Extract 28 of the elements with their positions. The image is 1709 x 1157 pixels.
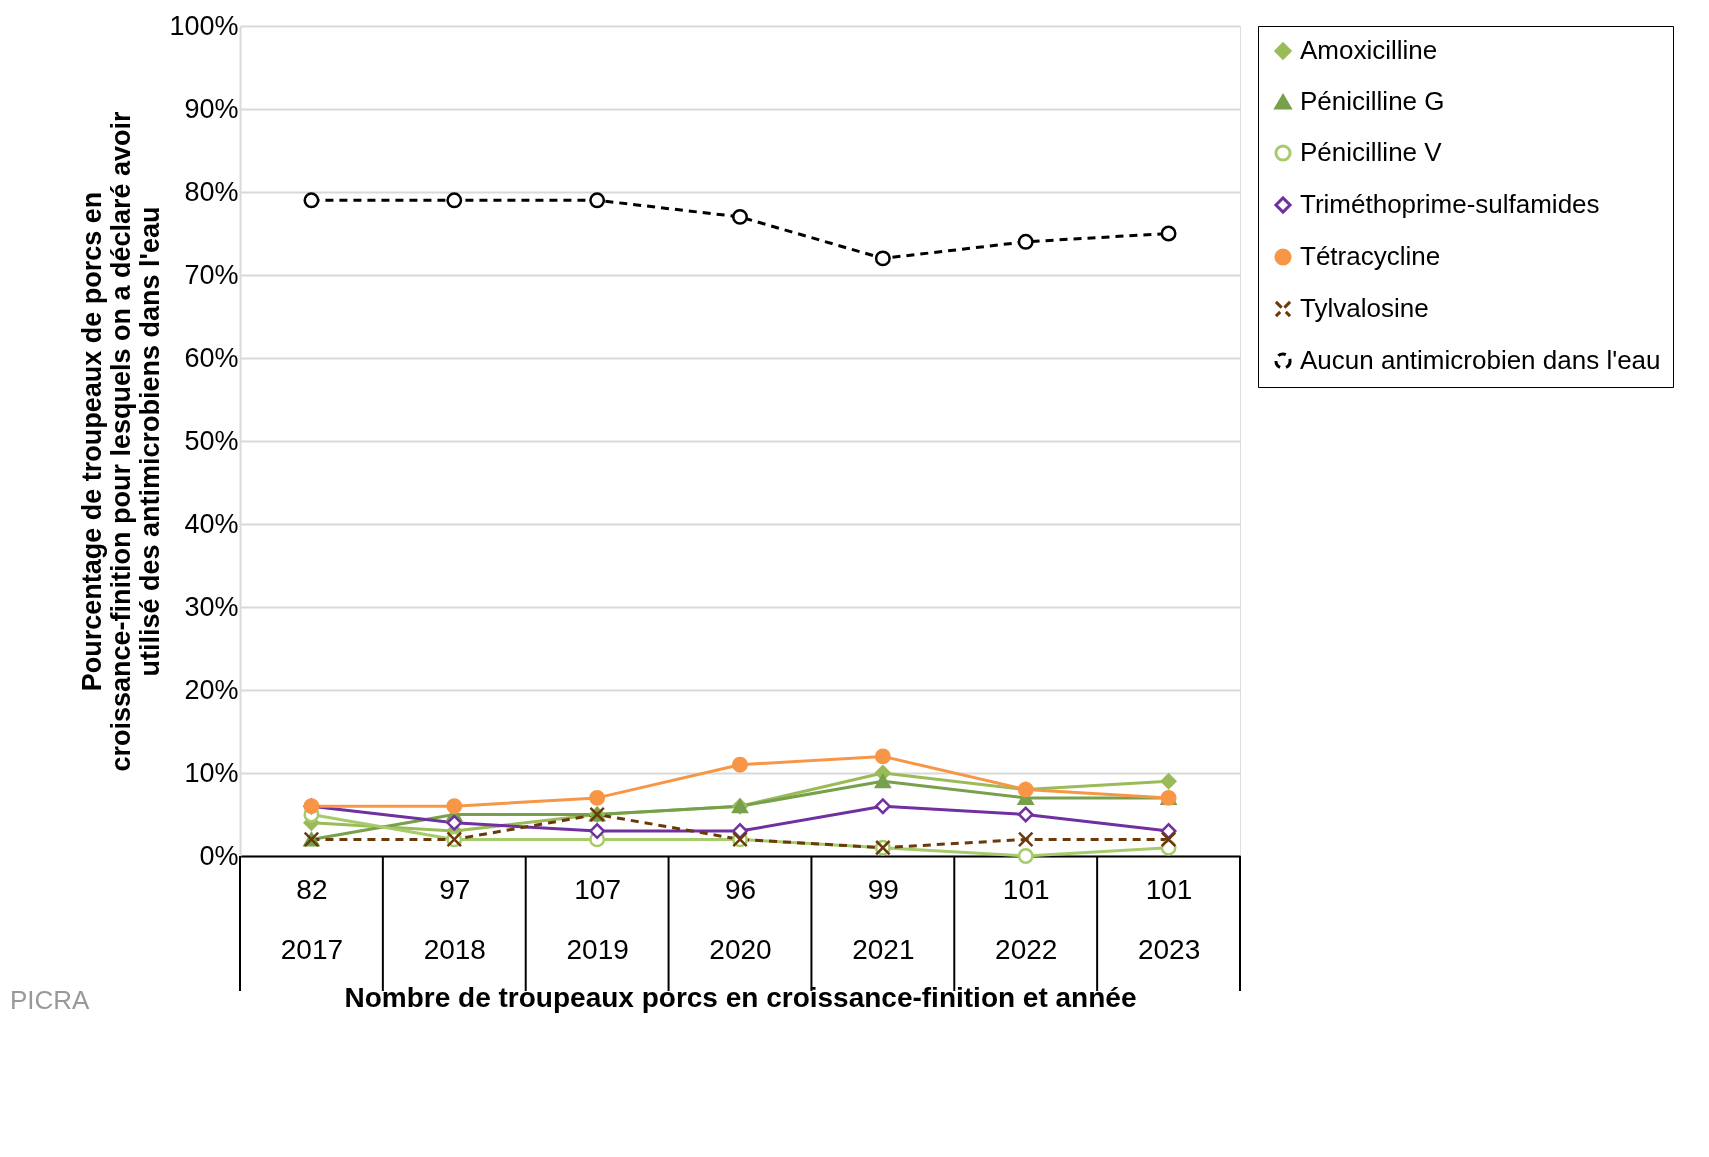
x-tick-label: 101 2022 xyxy=(995,873,1058,965)
legend-label: Pénicilline G xyxy=(1300,86,1445,116)
y-tick-label: 90% xyxy=(184,93,239,124)
x-tick-label: 99 2021 xyxy=(852,873,915,965)
y-tick-label: 50% xyxy=(184,425,239,456)
y-tick-label: 100% xyxy=(169,10,239,41)
y-axis-title: Pourcentage de troupeaux de porcs en croissance-finition pour lesquels on a déclaré avoir utilisé des antimicrobiens dans l'eau xyxy=(77,110,166,772)
y-tick-label: 20% xyxy=(184,674,239,705)
y-tick-label: 40% xyxy=(184,508,239,539)
x-axis-title: Nombre de troupeaux porcs en croissance-finition et année xyxy=(344,981,1137,1013)
legend-label: Pénicilline V xyxy=(1300,137,1443,167)
legend-label: Tétracycline xyxy=(1300,241,1441,271)
y-tick-label: 70% xyxy=(184,259,239,290)
legend-label: Amoxicilline xyxy=(1300,35,1438,65)
x-tick-label: 96 2020 xyxy=(709,873,772,965)
x-tick-label: 101 2023 xyxy=(1137,873,1201,965)
y-tick-label: 80% xyxy=(184,176,239,207)
y-tick-label: 0% xyxy=(199,840,239,871)
legend-label: Tylvalosine xyxy=(1300,293,1429,323)
legend-label: Triméthoprime-sulfamides xyxy=(1300,189,1600,219)
y-tick-label: 10% xyxy=(184,757,239,788)
x-tick-label: 97 2018 xyxy=(423,873,486,965)
x-tick-label: 82 2017 xyxy=(280,873,344,965)
y-tick-label: 60% xyxy=(184,342,239,373)
legend-label: Aucun antimicrobien dans l'eau xyxy=(1300,345,1661,375)
text: PICRA xyxy=(10,985,91,1015)
y-tick-label: 30% xyxy=(184,591,239,622)
x-tick-label: 107 2019 xyxy=(566,873,629,965)
